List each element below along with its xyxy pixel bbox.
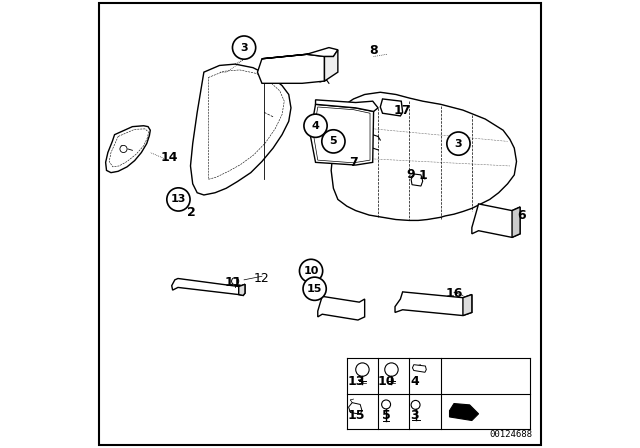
Text: 00124688: 00124688 (489, 430, 532, 439)
Circle shape (447, 132, 470, 155)
Polygon shape (331, 92, 516, 220)
Text: 3: 3 (410, 409, 419, 422)
Circle shape (381, 400, 390, 409)
Polygon shape (239, 284, 245, 296)
Text: 13: 13 (348, 375, 365, 388)
Text: 8: 8 (369, 44, 378, 57)
Circle shape (304, 114, 327, 138)
Polygon shape (191, 64, 291, 195)
Polygon shape (172, 279, 245, 296)
Polygon shape (472, 204, 520, 237)
Polygon shape (412, 365, 426, 372)
Text: 4: 4 (312, 121, 319, 131)
Circle shape (167, 188, 190, 211)
Text: 15: 15 (307, 284, 323, 294)
Polygon shape (411, 174, 423, 186)
Polygon shape (395, 292, 472, 315)
Text: 16: 16 (445, 287, 463, 300)
Text: 14: 14 (160, 151, 178, 164)
Polygon shape (449, 404, 479, 421)
Text: 3: 3 (454, 138, 462, 149)
Text: 9: 9 (406, 168, 415, 181)
Text: 13: 13 (171, 194, 186, 204)
Circle shape (411, 401, 420, 409)
Circle shape (232, 278, 239, 285)
Circle shape (120, 146, 127, 152)
Text: 1: 1 (419, 169, 427, 182)
Circle shape (232, 36, 256, 59)
Polygon shape (324, 50, 338, 81)
Text: 11: 11 (224, 276, 242, 289)
Text: 10: 10 (303, 266, 319, 276)
Polygon shape (310, 104, 374, 165)
Text: 12: 12 (254, 272, 270, 285)
Text: 17: 17 (394, 103, 412, 116)
Circle shape (300, 259, 323, 283)
Polygon shape (257, 54, 324, 83)
Circle shape (356, 363, 369, 376)
Polygon shape (512, 207, 520, 237)
Text: 2: 2 (188, 207, 196, 220)
Polygon shape (380, 99, 403, 116)
Text: 6: 6 (518, 209, 526, 222)
Text: 5: 5 (330, 136, 337, 146)
Text: 5: 5 (381, 409, 390, 422)
Polygon shape (463, 295, 472, 315)
Text: 7: 7 (349, 156, 358, 169)
Polygon shape (349, 403, 362, 414)
Text: 3: 3 (240, 43, 248, 52)
Circle shape (322, 130, 345, 153)
Text: 15: 15 (348, 409, 365, 422)
Circle shape (385, 363, 398, 376)
Polygon shape (316, 100, 378, 112)
Circle shape (303, 277, 326, 300)
Polygon shape (262, 47, 338, 59)
Text: 10: 10 (378, 375, 395, 388)
Text: 4: 4 (410, 375, 419, 388)
Polygon shape (106, 126, 150, 172)
Polygon shape (318, 296, 365, 320)
